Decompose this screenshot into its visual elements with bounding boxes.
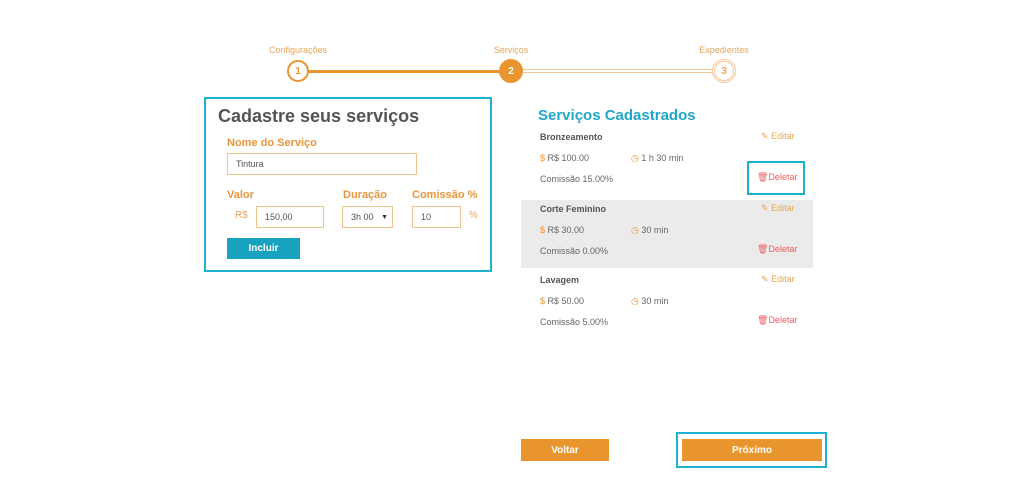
delete-focus-highlight	[747, 161, 805, 195]
back-button[interactable]: Voltar	[521, 439, 609, 461]
step-label-expedientes: Expedientes	[699, 45, 749, 55]
next-focus-highlight	[676, 432, 827, 468]
service-name-label: Nome do Serviço	[227, 137, 317, 149]
form-title: Cadastre seus serviços	[218, 106, 420, 126]
delete-link[interactable]: 🗑Deletar	[757, 172, 797, 183]
edit-link[interactable]: ✎ Editar	[761, 274, 795, 285]
dollar-icon: $	[540, 225, 546, 235]
delete-link[interactable]: 🗑Deletar	[757, 244, 797, 255]
service-duration: 30 min	[641, 225, 669, 235]
edit-link[interactable]: ✎ Editar	[761, 131, 795, 142]
clock-icon: ◷	[631, 296, 639, 306]
service-name: Lavagem	[540, 275, 580, 285]
pencil-icon: ✎	[761, 274, 769, 284]
edit-label: Editar	[771, 203, 795, 213]
step-2[interactable]: 2	[499, 59, 523, 83]
step-label-configuracoes: Configurações	[268, 45, 328, 55]
edit-label: Editar	[771, 131, 795, 141]
delete-label: Deletar	[768, 315, 798, 325]
chevron-down-icon: ▼	[381, 213, 388, 221]
duracao-value: 3h 00	[351, 212, 374, 222]
service-duration: 30 min	[641, 296, 669, 306]
stepper-line-pending	[511, 69, 724, 73]
dollar-icon: $	[540, 153, 546, 163]
service-name: Corte Feminino	[540, 204, 607, 214]
service-commission: Comissão 15.00%	[540, 174, 614, 184]
valor-input[interactable]: 150,00	[256, 206, 324, 228]
edit-link[interactable]: ✎ Editar	[761, 203, 795, 214]
percent-label: %	[469, 210, 478, 221]
service-price: R$ 30.00	[547, 225, 585, 235]
comissao-label: Comissão %	[412, 189, 478, 201]
pencil-icon: ✎	[761, 131, 769, 141]
delete-label: Deletar	[768, 244, 798, 254]
edit-label: Editar	[771, 274, 795, 284]
duracao-label: Duração	[343, 189, 388, 201]
clock-icon: ◷	[631, 225, 639, 235]
trash-icon: 🗑	[757, 315, 769, 325]
service-price: R$ 100.00	[547, 153, 590, 163]
step-3[interactable]: 3	[712, 59, 736, 83]
step-label-servicos: Serviços	[493, 45, 529, 55]
dollar-icon: $	[540, 296, 546, 306]
service-commission: Comissão 0.00%	[540, 246, 609, 256]
pencil-icon: ✎	[761, 203, 769, 213]
trash-icon: 🗑	[757, 244, 769, 254]
duracao-select[interactable]: 3h 00 ▼	[342, 206, 393, 228]
trash-icon: 🗑	[757, 172, 769, 182]
comissao-input[interactable]: 10	[412, 206, 461, 228]
clock-icon: ◷	[631, 153, 639, 163]
service-commission: Comissão 5.00%	[540, 317, 609, 327]
stepper-line-done	[298, 70, 511, 73]
valor-label: Valor	[227, 189, 254, 201]
service-name-input[interactable]: Tintura	[227, 153, 417, 175]
currency-label: R$	[235, 210, 248, 221]
list-item-highlight-bg	[521, 200, 813, 268]
incluir-button[interactable]: Incluir	[227, 238, 300, 259]
service-price: R$ 50.00	[547, 296, 585, 306]
next-button[interactable]: Próximo	[682, 439, 822, 461]
service-name: Bronzeamento	[540, 132, 603, 142]
step-1[interactable]: 1	[287, 60, 309, 82]
service-duration: 1 h 30 min	[641, 153, 684, 163]
service-form	[204, 97, 492, 272]
delete-label: Deletar	[768, 172, 798, 182]
list-title: Serviços Cadastrados	[538, 107, 696, 124]
delete-link[interactable]: 🗑Deletar	[757, 315, 797, 326]
